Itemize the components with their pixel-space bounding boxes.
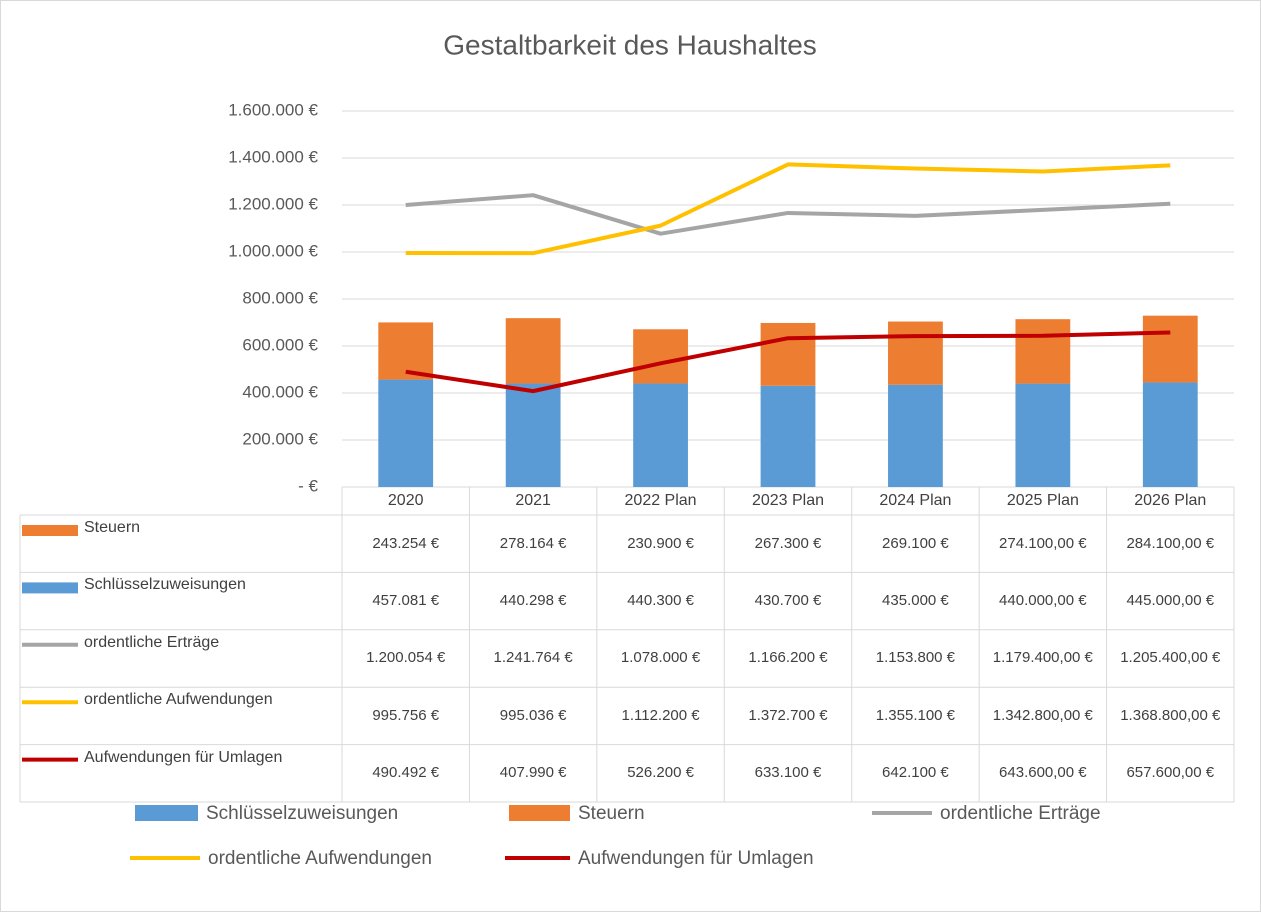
legend-label: ordentliche Aufwendungen xyxy=(208,848,432,869)
legend-label: ordentliche Erträge xyxy=(940,803,1101,824)
line-series xyxy=(405,193,1171,236)
y-tick-label: 1.000.000 € xyxy=(228,241,318,260)
bar xyxy=(505,318,561,384)
bar xyxy=(1015,319,1071,384)
bar xyxy=(505,383,561,487)
legend-label: Steuern xyxy=(578,803,645,824)
table-cell: 435.000 € xyxy=(882,592,949,610)
table-cell: 230.900 € xyxy=(627,534,694,552)
y-tick-label: - € xyxy=(298,476,318,495)
table-cell: 643.600,00 € xyxy=(999,764,1087,782)
table-cell: 1.112.200 € xyxy=(621,706,700,724)
x-tick-label: 2021 xyxy=(515,492,551,509)
x-tick-label: 2023 Plan xyxy=(751,492,825,509)
legend-key xyxy=(509,805,570,821)
table-row-label: Steuern xyxy=(84,519,141,536)
table-cell: 642.100 € xyxy=(882,764,949,782)
y-tick-label: 1.600.000 € xyxy=(228,100,318,119)
bar xyxy=(1142,382,1198,487)
table-cell: 269.100 € xyxy=(882,534,949,552)
bar xyxy=(378,322,434,380)
table-cell: 278.164 € xyxy=(499,534,567,552)
bar xyxy=(1015,383,1071,487)
table-cell: 284.100,00 € xyxy=(1126,534,1215,552)
x-tick-label: 2020 xyxy=(387,492,424,509)
table-cell: 1.241.764 € xyxy=(493,649,573,667)
table-cell: 1.372.700 € xyxy=(748,706,828,724)
bar xyxy=(378,379,434,487)
table-cell: 407.990 € xyxy=(499,764,567,782)
x-tick-label: 2025 Plan xyxy=(1006,492,1079,509)
bar xyxy=(888,384,943,487)
x-tick-label: 2024 Plan xyxy=(879,492,952,509)
chart-title: Gestaltbarkeit des Haushaltes xyxy=(443,29,817,60)
table-legend-key xyxy=(22,582,78,594)
table-cell: 267.300 € xyxy=(754,534,822,552)
bar xyxy=(888,321,943,385)
table-cell: 243.254 € xyxy=(372,534,440,552)
table-row-label: ordentliche Erträge xyxy=(84,633,220,651)
table-row-label: ordentliche Aufwendungen xyxy=(84,691,273,709)
table-cell: 526.200 € xyxy=(627,764,694,782)
table-cell: 440.000,00 € xyxy=(999,592,1087,610)
table-cell: 1.205.400,00 € xyxy=(1120,649,1221,667)
table-cell: 1.179.400,00 € xyxy=(992,649,1093,667)
table-cell: 1.200.054 € xyxy=(366,649,446,667)
y-tick-label: 1.200.000 € xyxy=(228,194,318,213)
table-cell: 657.600,00 € xyxy=(1126,764,1215,782)
table-cell: 1.342.800,00 € xyxy=(992,706,1093,724)
legend-label: Aufwendungen für Umlagen xyxy=(578,848,814,869)
line-series xyxy=(405,162,1171,256)
table-cell: 457.081 € xyxy=(372,592,440,610)
table-cell: 440.298 € xyxy=(499,592,567,610)
bar xyxy=(633,329,688,384)
table-cell: 490.492 € xyxy=(372,764,440,782)
table-cell: 274.100,00 € xyxy=(999,534,1087,552)
x-tick-label: 2022 Plan xyxy=(624,492,697,509)
table-cell: 1.153.800 € xyxy=(875,649,956,667)
table-cell: 995.756 € xyxy=(372,706,440,724)
y-tick-label: 600.000 € xyxy=(242,335,318,354)
table-cell: 1.166.200 € xyxy=(748,649,828,667)
bar xyxy=(760,322,816,386)
bar xyxy=(633,383,688,487)
y-tick-label: 200.000 € xyxy=(242,429,318,448)
table-cell: 1.355.100 € xyxy=(875,706,956,724)
table-cell: 445.000,00 € xyxy=(1126,592,1215,610)
table-cell: 1.368.800,00 € xyxy=(1120,706,1221,724)
table-legend-key xyxy=(22,525,78,536)
table-row-label: Schlüsselzuweisungen xyxy=(84,576,246,594)
x-tick-label: 2026 Plan xyxy=(1134,492,1207,509)
table-row-label: Aufwendungen für Umlagen xyxy=(84,748,283,766)
table-cell: 440.300 € xyxy=(627,592,694,610)
legend-key xyxy=(135,805,198,821)
y-tick-label: 800.000 € xyxy=(242,288,318,307)
line-series xyxy=(405,330,1171,394)
table-cell: 995.036 € xyxy=(499,706,567,724)
legend-label: Schlüsselzuweisungen xyxy=(206,803,398,824)
bar xyxy=(1142,315,1198,383)
table-cell: 1.078.000 € xyxy=(620,649,701,667)
bar xyxy=(760,385,816,487)
table-cell: 633.100 € xyxy=(754,764,822,782)
table-cell: 430.700 € xyxy=(754,592,822,610)
y-tick-label: 400.000 € xyxy=(242,382,318,401)
y-tick-label: 1.400.000 € xyxy=(228,147,318,166)
